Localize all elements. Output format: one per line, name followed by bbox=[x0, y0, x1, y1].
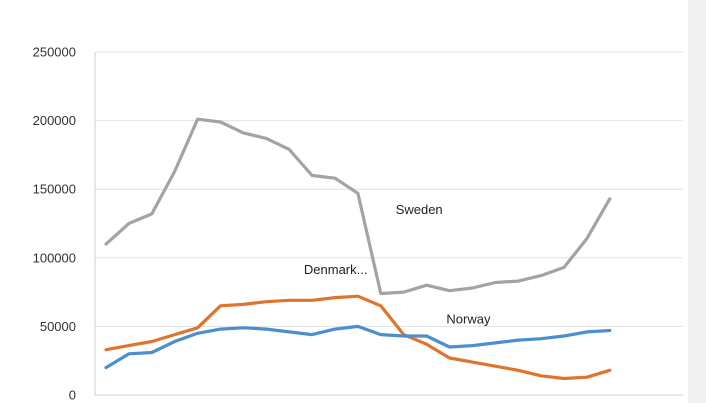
y-tick-label: 200000 bbox=[33, 113, 76, 128]
series-lines bbox=[104, 117, 612, 381]
series-annotations: Sweden Denmark... Norway bbox=[304, 202, 491, 327]
y-axis-tick-labels: 0 50000 100000 150000 200000 250000 bbox=[33, 45, 76, 403]
annotation-denmark: Denmark... bbox=[304, 262, 368, 277]
gridlines bbox=[95, 51, 683, 327]
series-line-norway bbox=[104, 324, 612, 370]
annotation-norway: Norway bbox=[446, 312, 491, 327]
y-tick-label: 0 bbox=[69, 388, 76, 403]
annotation-sweden: Sweden bbox=[396, 202, 443, 217]
y-tick-label: 100000 bbox=[33, 250, 76, 265]
y-tick-label: 150000 bbox=[33, 182, 76, 197]
y-tick-label: 250000 bbox=[33, 45, 76, 60]
series-line-denmark bbox=[104, 294, 612, 381]
y-tick-label: 50000 bbox=[40, 319, 76, 334]
series-line-sweden bbox=[104, 117, 612, 296]
line-chart: 0 50000 100000 150000 200000 250000 Sweden Den… bbox=[33, 45, 683, 403]
right-edge-strip bbox=[688, 0, 706, 403]
